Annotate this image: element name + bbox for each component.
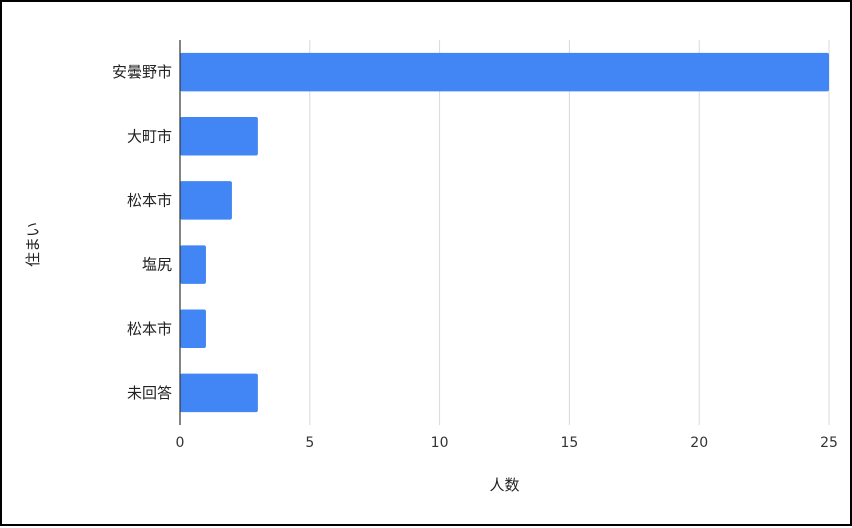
bar-0 [180,52,829,92]
y-category-label-4: 松本市 [127,320,172,338]
y-category-label-0: 安曇野市 [112,63,172,81]
y-category-label-3: 塩尻 [142,256,172,274]
x-axis-title: 人数 [489,476,519,494]
y-category-label-5: 未回答 [127,384,172,402]
x-tick-label-10: 10 [431,435,449,451]
y-category-label-2: 松本市 [127,191,172,209]
x-tick-label-0: 0 [176,435,185,451]
bar-1 [180,117,258,156]
bar-3 [180,245,206,284]
x-tick-label-20: 20 [690,435,708,451]
x-tick-label-15: 15 [560,435,578,451]
y-axis-title: 住まい [24,222,42,267]
y-category-label-1: 大町市 [127,127,172,145]
x-tick-label-5: 5 [305,435,314,451]
grid-lines [309,40,830,425]
bar-5 [180,373,258,413]
bar-4 [180,309,206,348]
x-tick-label-25: 25 [820,435,838,451]
bars [180,52,829,413]
bar-2 [180,181,232,220]
